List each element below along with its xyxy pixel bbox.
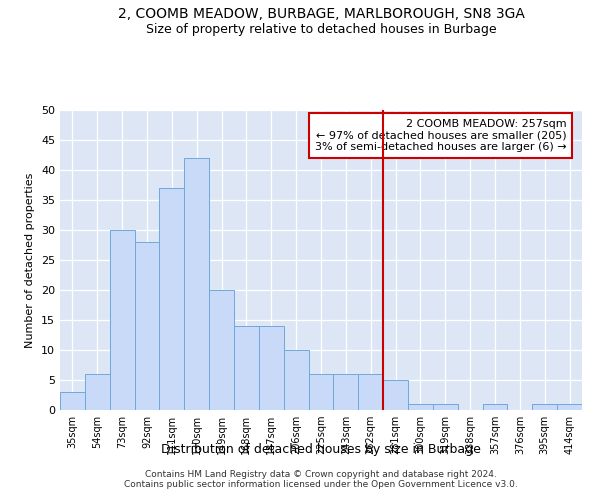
Bar	[60, 392, 85, 410]
Bar	[85, 374, 110, 410]
Text: 2, COOMB MEADOW, BURBAGE, MARLBOROUGH, SN8 3GA: 2, COOMB MEADOW, BURBAGE, MARLBOROUGH, S…	[118, 8, 524, 22]
Text: 2 COOMB MEADOW: 257sqm
← 97% of detached houses are smaller (205)
3% of semi-det: 2 COOMB MEADOW: 257sqm ← 97% of detached…	[315, 119, 566, 152]
Bar	[134, 242, 160, 410]
Bar	[532, 404, 557, 410]
Bar	[209, 290, 234, 410]
Text: Distribution of detached houses by size in Burbage: Distribution of detached houses by size …	[161, 442, 481, 456]
Text: Contains HM Land Registry data © Crown copyright and database right 2024.: Contains HM Land Registry data © Crown c…	[145, 470, 497, 479]
Bar	[408, 404, 433, 410]
Bar	[259, 326, 284, 410]
Bar	[160, 188, 184, 410]
Bar	[110, 230, 134, 410]
Bar	[184, 158, 209, 410]
Bar	[234, 326, 259, 410]
Y-axis label: Number of detached properties: Number of detached properties	[25, 172, 35, 348]
Bar	[284, 350, 308, 410]
Bar	[433, 404, 458, 410]
Bar	[482, 404, 508, 410]
Bar	[557, 404, 582, 410]
Bar	[358, 374, 383, 410]
Bar	[383, 380, 408, 410]
Bar	[334, 374, 358, 410]
Text: Size of property relative to detached houses in Burbage: Size of property relative to detached ho…	[146, 22, 496, 36]
Bar	[308, 374, 334, 410]
Text: Contains public sector information licensed under the Open Government Licence v3: Contains public sector information licen…	[124, 480, 518, 489]
